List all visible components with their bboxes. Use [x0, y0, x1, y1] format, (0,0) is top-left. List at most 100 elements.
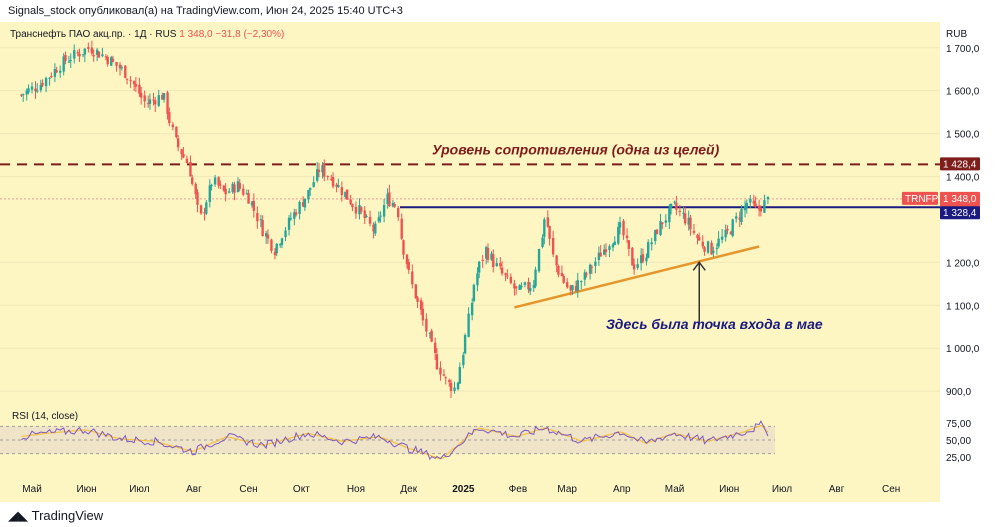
candle-body	[247, 193, 250, 204]
candle-body	[185, 158, 189, 164]
candle-body	[345, 189, 349, 200]
candle-body	[453, 387, 456, 391]
candle-body	[152, 99, 155, 101]
candle-body	[129, 80, 132, 82]
candle-body	[210, 184, 213, 186]
candle-body	[90, 47, 94, 54]
price-chart[interactable]: Уровень сопротивления (одна из целей) Зде…	[0, 22, 1000, 502]
candle-body	[661, 222, 664, 224]
candle-body	[62, 56, 65, 72]
x-tick-label: Мар	[557, 484, 577, 495]
candle-body	[731, 219, 734, 236]
candle-body	[30, 86, 34, 90]
candle-body	[67, 61, 71, 63]
candle-body	[264, 233, 268, 237]
candle-body	[449, 382, 453, 392]
candle-body	[110, 57, 113, 66]
candle-body	[425, 318, 428, 332]
candle-body	[358, 205, 361, 215]
y-tick-label: 1 100,0	[946, 301, 980, 312]
candle-body	[627, 240, 631, 249]
candle-body	[654, 230, 657, 242]
candle-body	[481, 259, 484, 261]
last-price-badge: 1 348,0	[943, 194, 977, 205]
last-price-badge-bg	[940, 191, 980, 205]
candle-body	[331, 177, 335, 187]
candle-body	[270, 239, 273, 251]
candle-body	[337, 185, 340, 188]
candle-body	[120, 67, 123, 69]
candle-body	[518, 285, 521, 290]
rsi-line	[21, 420, 769, 461]
candle-body	[64, 55, 67, 61]
candle-body	[599, 252, 602, 257]
candle-body	[307, 190, 310, 200]
candle-body	[360, 207, 363, 212]
candle-body	[576, 280, 579, 292]
candle-body	[532, 285, 535, 288]
candle-body	[444, 377, 447, 379]
candle-body	[48, 77, 51, 79]
candle-body	[236, 181, 240, 193]
candle-body	[92, 55, 95, 57]
x-tick-label: Фев	[509, 484, 527, 495]
candle-body	[182, 153, 185, 158]
currency-label: RUB	[946, 29, 967, 40]
candle-body	[374, 223, 377, 234]
tradingview-logo-icon: ◢◣	[8, 508, 32, 523]
footer-bar: ◢◣ TradingView	[0, 502, 1000, 527]
x-tick-label: Май	[22, 484, 42, 495]
chart-frame[interactable]: Уровень сопротивления (одна из целей) Зде…	[0, 22, 1000, 502]
candle-body	[477, 261, 481, 273]
candle-body	[252, 200, 256, 211]
candle-body	[763, 200, 766, 213]
candle-body	[470, 302, 474, 316]
publisher-text: Signals_stock опубликовал(а) на TradingV…	[8, 5, 403, 17]
candle-body	[710, 242, 713, 255]
tradingview-logo[interactable]: ◢◣ TradingView	[8, 508, 103, 524]
entry-annotation: Здесь была точка входа в мае	[606, 316, 823, 332]
y-tick-label: 1 400,0	[946, 173, 980, 184]
ticker-badge-bg	[902, 191, 938, 205]
candle-body	[411, 271, 414, 285]
candle-body	[583, 272, 587, 280]
candle-body	[227, 191, 231, 193]
y-tick-label: 1 200,0	[946, 258, 980, 269]
resistance-level-badge: 1 428,4	[943, 159, 977, 170]
candle-body	[435, 354, 439, 370]
candle-body	[701, 241, 704, 247]
candle-body	[486, 247, 490, 260]
candle-body	[585, 273, 588, 275]
candle-body	[289, 218, 293, 220]
candle-body	[44, 77, 48, 87]
candle-body	[143, 95, 146, 102]
candle-body	[213, 177, 217, 185]
candle-body	[611, 244, 615, 248]
rsi-tick-label: 50,00	[946, 436, 971, 447]
candle-body	[365, 215, 368, 217]
candle-body	[233, 184, 236, 193]
candle-body	[675, 202, 678, 210]
x-tick-label: Окт	[293, 484, 310, 495]
candle-body	[463, 335, 467, 354]
rsi-tick-label: 75,00	[946, 419, 971, 430]
rsi-ma-line	[21, 424, 769, 460]
price-scale[interactable]	[940, 22, 1000, 502]
candle-body	[456, 382, 460, 390]
resistance-annotation: Уровень сопротивления (одна из целей)	[432, 141, 720, 157]
candle-body	[740, 208, 743, 223]
x-tick-label: Июн	[719, 484, 739, 495]
candle-body	[504, 273, 507, 276]
candle-body	[669, 203, 673, 208]
candle-body	[555, 255, 558, 266]
candle-body	[548, 226, 551, 239]
candle-body	[641, 254, 645, 262]
trendline[interactable]	[514, 245, 760, 309]
candle-body	[618, 222, 622, 228]
candle-body	[354, 206, 358, 214]
candle-body	[560, 272, 564, 277]
candle-body	[706, 241, 710, 253]
candle-body	[419, 300, 423, 310]
candle-body	[191, 177, 194, 184]
candle-body	[639, 255, 643, 264]
